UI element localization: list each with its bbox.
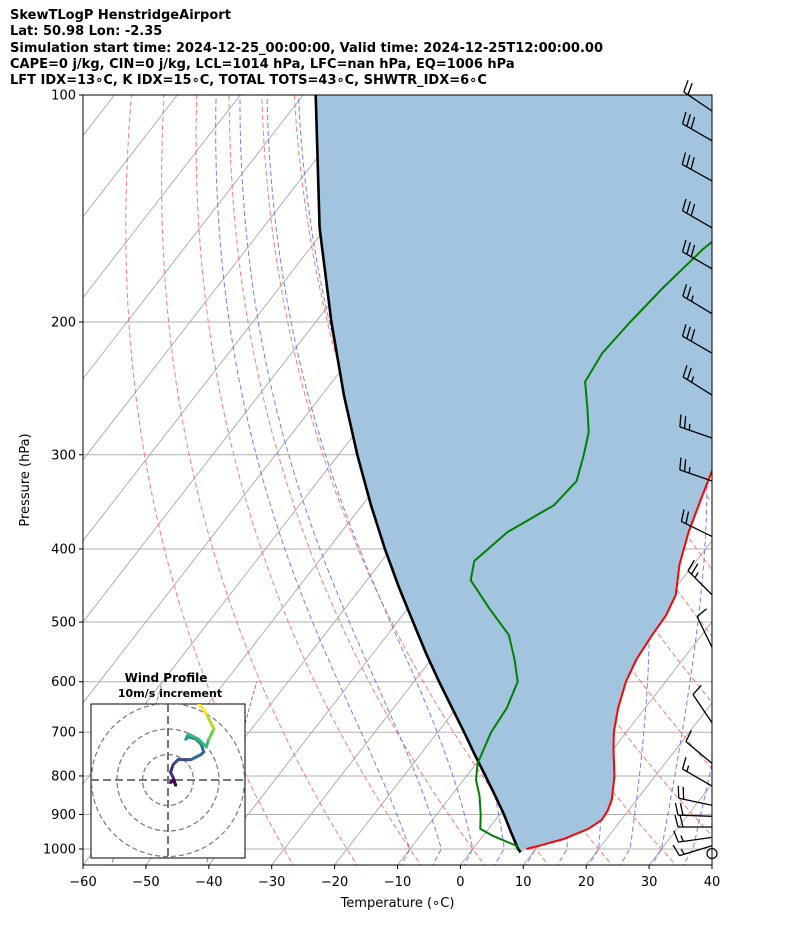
stability-indices-1: CAPE=0 j/kg, CIN=0 j/kg, LCL=1014 hPa, L… <box>10 56 515 72</box>
location-coordinates: Lat: 50.98 Lon: -2.35 <box>10 24 163 40</box>
chart-title: SkewTLogP HenstridgeAirport <box>10 8 231 23</box>
wind-barb <box>679 414 713 439</box>
wind-barb <box>681 239 713 270</box>
moist-adiabat <box>215 95 411 865</box>
hodograph-trace-segment <box>186 732 201 741</box>
y-tick-label: 400 <box>51 542 76 557</box>
y-tick-label: 100 <box>51 89 76 104</box>
dewpoint-profile <box>469 240 712 850</box>
wind-barb <box>674 814 712 828</box>
axes: −60 −50 −40 −30 −20 −10 0 10 20 30 40 100 200 300 400 5… <box>18 89 720 912</box>
wind-barb <box>681 152 713 182</box>
x-tick-label: −40 <box>195 875 222 890</box>
dry-adiabat <box>750 95 794 868</box>
wind-barb <box>685 730 713 764</box>
wind-barb <box>674 802 713 817</box>
y-tick-label: 500 <box>51 616 76 631</box>
y-tick-label: 700 <box>51 726 76 741</box>
stability-indices-2: LFT IDX=13∘C, K IDX=15∘C, TOTAL TOTS=43∘… <box>10 73 487 89</box>
wind-barb <box>677 785 713 806</box>
moist-adiabat <box>239 95 442 865</box>
wind-barb <box>696 608 713 648</box>
x-axis-label: Temperature (∘C) <box>340 896 455 911</box>
hodograph-subtitle: 10m/s increment <box>118 687 222 700</box>
wind-barb <box>672 844 713 857</box>
x-tick-label: 40 <box>704 875 721 890</box>
wind-barb <box>681 111 713 142</box>
sounding-profiles <box>314 95 712 854</box>
moist-adiabat <box>682 761 712 865</box>
x-tick-label: 20 <box>578 875 595 890</box>
dry-adiabat <box>125 95 294 865</box>
temperature-profile <box>526 468 712 850</box>
x-tick-label: 30 <box>641 875 658 890</box>
moist-adiabat <box>266 95 474 865</box>
y-tick-label: 1000 <box>43 843 76 858</box>
isotherm-gridline <box>585 702 712 865</box>
hodograph-trace-segment <box>197 704 203 708</box>
hodograph-trace-segment <box>189 753 203 762</box>
hodograph-title: Wind Profile <box>125 671 208 685</box>
wind-barb <box>682 365 713 396</box>
x-tick-label: −20 <box>321 875 348 890</box>
wind-barb <box>692 684 713 724</box>
hodograph-trace-segment <box>204 712 213 726</box>
isotherm-gridline <box>83 95 304 380</box>
hodograph-inset: Wind Profile 10m/s increment <box>90 671 246 859</box>
dry-adiabat <box>195 95 422 865</box>
parcel-profile <box>314 95 522 854</box>
hodograph-trace-segment <box>197 737 208 749</box>
isotherm-gridline <box>711 864 712 865</box>
dry-adiabat <box>718 95 794 868</box>
y-tick-label: 900 <box>51 808 76 823</box>
wind-barb <box>673 830 713 843</box>
isotherm-gridline <box>83 95 241 299</box>
x-tick-label: −60 <box>69 875 96 890</box>
y-tick-label: 600 <box>51 675 76 690</box>
simulation-times: Simulation start time: 2024-12-25_00:00:… <box>10 40 603 56</box>
x-tick-label: 0 <box>456 875 464 890</box>
dry-adiabat <box>783 95 794 868</box>
wind-barb <box>687 559 713 596</box>
wind-barb <box>679 457 713 482</box>
dry-adiabat <box>161 95 358 865</box>
cin-shading <box>315 95 712 853</box>
x-tick-label: 10 <box>515 875 532 890</box>
wind-barb <box>681 198 713 229</box>
chart-header: SkewTLogP HenstridgeAirport Lat: 50.98 L… <box>10 8 603 89</box>
wind-barb <box>680 509 713 538</box>
isotherm-gridline <box>522 621 712 865</box>
hodograph-ring <box>91 704 245 858</box>
wind-barb <box>681 324 713 354</box>
hodograph-trace-segment <box>199 704 208 716</box>
dry-adiabat <box>228 95 486 865</box>
x-tick-label: −50 <box>132 875 159 890</box>
x-tick-label: −30 <box>258 875 285 890</box>
x-tick-label: −10 <box>384 875 411 890</box>
y-axis-label: Pressure (hPa) <box>18 433 33 526</box>
wind-barb <box>681 756 713 787</box>
y-tick-label: 300 <box>51 448 76 463</box>
wind-barb <box>682 284 713 315</box>
isotherm-gridline <box>83 95 367 461</box>
y-tick-label: 200 <box>51 315 76 330</box>
y-tick-label: 800 <box>51 769 76 784</box>
moist-adiabat <box>612 95 708 865</box>
